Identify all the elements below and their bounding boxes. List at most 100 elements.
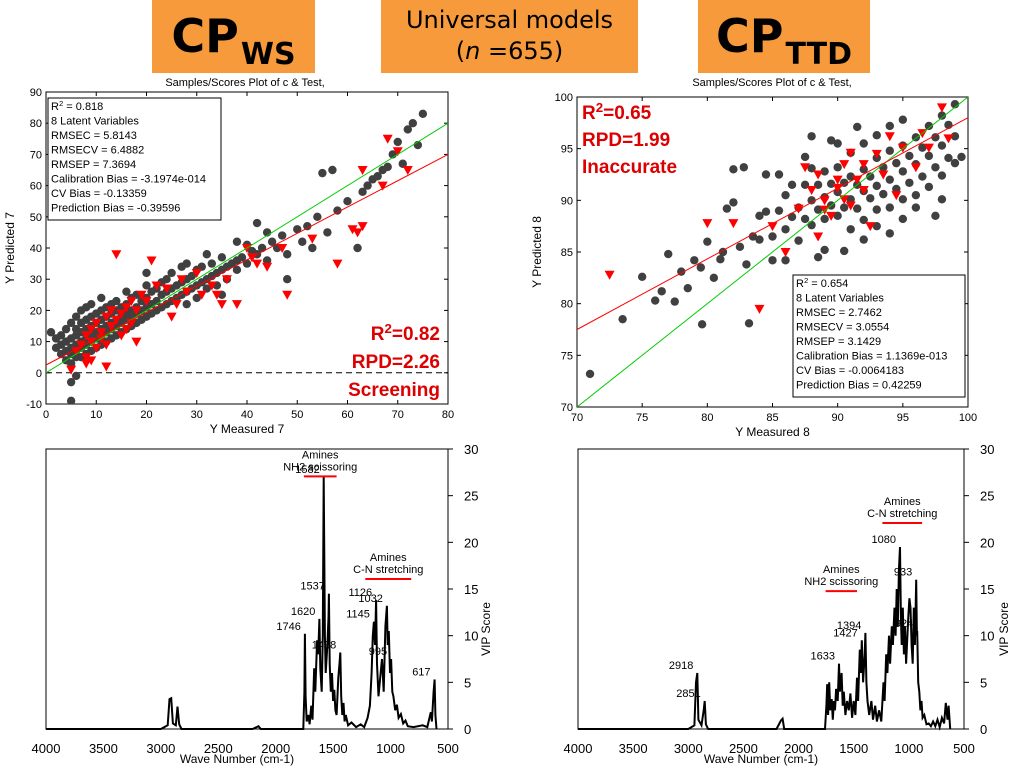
calibration-point <box>781 225 790 234</box>
group-label-sub: C-N stretching <box>867 508 937 520</box>
test-point <box>196 290 207 300</box>
test-point <box>101 362 112 372</box>
x-tick-label: 100 <box>959 412 977 424</box>
calibration-point <box>918 143 927 152</box>
group-label-title: Amines <box>302 449 339 461</box>
test-point <box>923 143 934 153</box>
test-point <box>121 325 132 335</box>
plot-frame <box>45 448 449 730</box>
stats-line: RMSEC = 2.7462 <box>796 307 882 319</box>
calibration-point <box>122 287 131 296</box>
peak-label: 1394 <box>837 620 861 632</box>
calibration-point <box>729 165 738 174</box>
y-tick-label: 15 <box>464 582 478 597</box>
calibration-point <box>637 272 647 281</box>
x-tick-label: 80 <box>442 409 454 421</box>
calibration-point <box>950 158 960 168</box>
calibration-point <box>820 167 829 176</box>
calibration-point <box>885 121 894 131</box>
calibration-point <box>418 109 428 119</box>
calibration-point <box>744 319 754 328</box>
calibration-point <box>267 237 277 246</box>
test-point <box>347 225 358 235</box>
calibration-point <box>859 235 868 244</box>
x-tick-label: 70 <box>392 409 404 421</box>
calibration-point <box>898 115 908 124</box>
group-label-title: Amines <box>823 564 860 576</box>
calibration-point <box>343 197 352 206</box>
x-tick-label: 60 <box>341 409 353 421</box>
peak-label: 995 <box>369 646 387 658</box>
chart-title: Samples/Scores Plot of c & Test, <box>165 77 324 89</box>
y-tick-label: 70 <box>30 149 42 161</box>
x-tick-label: 20 <box>140 409 152 421</box>
calibration-point <box>807 220 816 230</box>
test-point <box>81 353 92 363</box>
y-tick-label: 5 <box>464 675 471 690</box>
calibration-point <box>807 196 816 205</box>
calibration-point <box>833 211 842 221</box>
calibration-point <box>303 221 312 231</box>
peak-label: 1537 <box>300 581 324 593</box>
stats-line: Calibration Bias = -3.1974e-014 <box>51 174 206 186</box>
test-point <box>352 228 363 238</box>
y-axis-label: Y Predicted 8 <box>530 216 544 288</box>
calibration-point <box>950 132 960 141</box>
x-tick-label: 1000 <box>376 741 405 756</box>
y-tick-label: 80 <box>30 118 42 130</box>
calibration-point <box>853 204 862 213</box>
calibration-point <box>807 164 816 173</box>
calibration-point <box>618 314 627 324</box>
calibration-point <box>56 331 66 340</box>
x-tick-label: 3000 <box>146 741 175 756</box>
header-universal-n: n <box>465 37 481 65</box>
calibration-point <box>742 260 751 269</box>
calibration-point <box>408 119 418 128</box>
calibration-point <box>97 293 106 303</box>
calibration-point <box>232 265 242 275</box>
x-tick-label: 3500 <box>619 741 648 756</box>
test-point <box>728 219 739 229</box>
calibration-point <box>931 133 940 142</box>
plot-frame <box>577 448 965 730</box>
calibration-point <box>232 237 242 246</box>
test-point <box>91 343 102 353</box>
calibration-point <box>924 121 934 131</box>
calibration-point <box>718 247 728 257</box>
calibration-point <box>846 195 855 204</box>
chart-scatter_ttd: Samples/Scores Plot of c & Test, 70 75 80 85… <box>530 77 977 439</box>
y-tick-label: 80 <box>561 299 573 311</box>
test-point <box>813 170 824 180</box>
x-tick-label: 2000 <box>784 741 813 756</box>
group-label-sub: NH2 scissoring <box>283 461 357 473</box>
annotation-line: RPD=1.99 <box>582 130 670 151</box>
y-tick-label: 0 <box>464 722 471 737</box>
y-tick-label: 0 <box>36 368 42 380</box>
test-point <box>206 281 217 291</box>
x-tick-label: 1500 <box>319 741 348 756</box>
header-cp-ws-main: CP <box>171 9 239 63</box>
calibration-point <box>937 171 947 180</box>
peak-label: 617 <box>412 667 430 679</box>
calibration-point <box>866 194 875 203</box>
calibration-point <box>885 146 894 155</box>
calibration-point <box>826 136 836 145</box>
calibration-point <box>71 312 81 321</box>
header-universal-paren: ( <box>455 37 466 65</box>
calibration-point <box>872 181 881 191</box>
calibration-point <box>237 253 247 262</box>
test-point <box>852 175 863 185</box>
peak-label: 933 <box>894 567 912 579</box>
calibration-point <box>944 153 953 163</box>
x-tick-label: 75 <box>636 412 648 424</box>
calibration-point <box>358 187 367 197</box>
header-universal-line2: (n =655) <box>381 36 638 67</box>
test-point <box>146 256 157 266</box>
calibration-point <box>905 151 914 161</box>
calibration-point <box>839 203 849 212</box>
peak-label: 1582 <box>295 464 319 476</box>
test-point <box>151 281 162 291</box>
x-tick-label: 500 <box>953 741 975 756</box>
x-tick-label: 3000 <box>674 741 703 756</box>
test-point <box>813 232 824 242</box>
